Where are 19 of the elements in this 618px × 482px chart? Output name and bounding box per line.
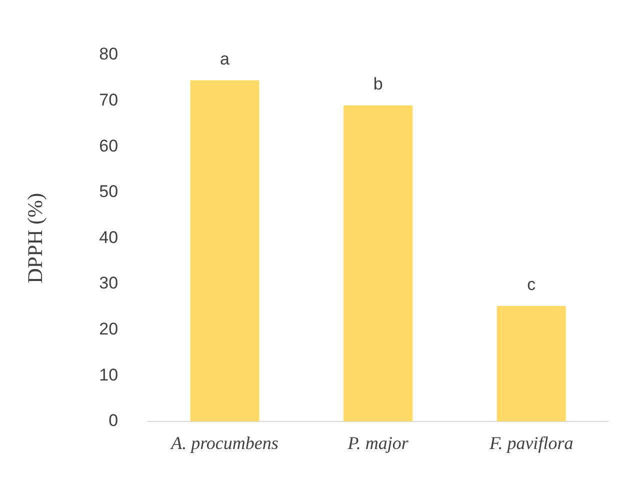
x-tick-label: F. paviflora xyxy=(488,432,574,453)
y-tick-label: 40 xyxy=(99,228,118,247)
y-axis-title: DPPH (%) xyxy=(23,192,48,284)
y-tick-label: 80 xyxy=(99,44,118,64)
annotation: a xyxy=(220,49,230,68)
x-tick-label: P. major xyxy=(346,432,410,453)
y-tick-label: 10 xyxy=(99,365,118,384)
bar xyxy=(496,306,566,422)
bar xyxy=(344,105,413,422)
y-tick-label: 50 xyxy=(99,182,118,202)
y-tick-label: 20 xyxy=(99,319,118,338)
annotation: c xyxy=(527,275,536,294)
y-tick-label: 60 xyxy=(99,136,118,156)
x-tick-label: A. procumbens xyxy=(170,432,278,453)
bar xyxy=(190,80,260,422)
annotation: b xyxy=(373,74,383,94)
y-tick-label: 0 xyxy=(108,411,118,430)
y-tick-label: 70 xyxy=(99,90,118,110)
y-tick-label: 30 xyxy=(99,274,118,293)
